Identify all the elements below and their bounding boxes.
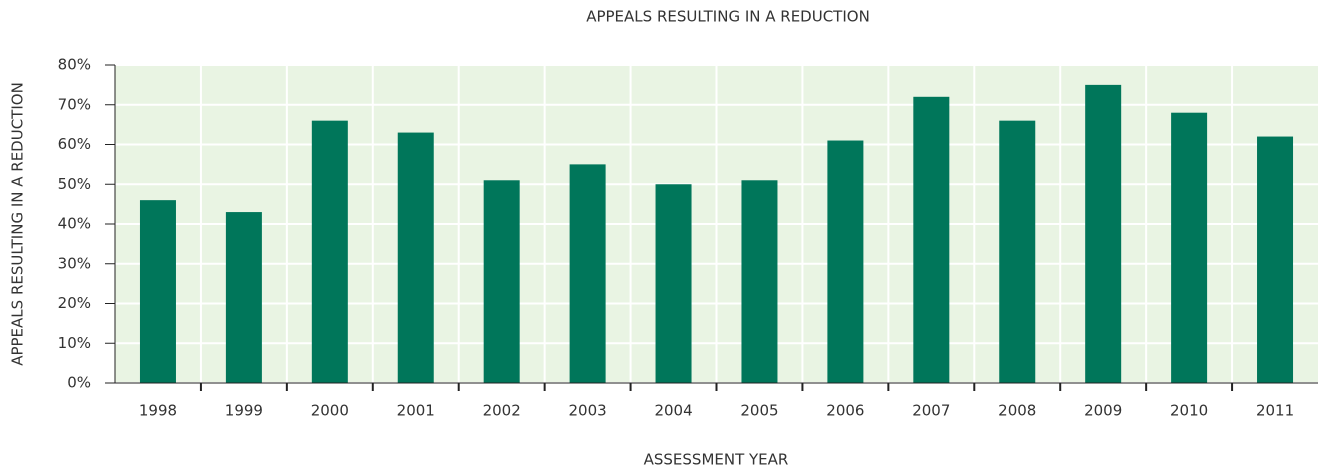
bar [913,96,950,384]
x-tick-label: 2008 [998,402,1036,420]
bar [741,180,778,383]
y-tick-label: 20% [58,294,91,312]
chart-title: APPEALS RESULTING IN A REDUCTION [586,8,870,26]
x-tick-label: 1999 [225,402,263,420]
y-tick-label: 60% [58,135,91,153]
y-tick-label: 10% [58,334,91,352]
x-tick-label: 2009 [1084,402,1122,420]
x-tick-label: 2004 [654,402,692,420]
bar [483,180,520,383]
x-tick-label: 2003 [569,402,607,420]
y-tick-label: 80% [58,56,91,74]
bar [1085,84,1122,383]
x-tick-label: 2002 [483,402,521,420]
x-tick-label: 2000 [311,402,349,420]
bar [225,212,262,383]
bar [397,132,434,383]
bar [569,164,606,383]
x-axis-label: ASSESSMENT YEAR [644,451,789,469]
y-tick-label: 30% [58,254,91,272]
y-axis-label: APPEALS RESULTING IN A REDUCTION [9,82,27,366]
bar [827,140,864,383]
x-tick-label: 2005 [740,402,778,420]
y-tick-label: 70% [58,95,91,113]
y-tick-label: 50% [58,175,91,193]
y-tick-label: 40% [58,215,91,233]
bar [1171,112,1208,383]
bar [311,120,348,384]
x-tick-label: 1998 [139,402,177,420]
bar [655,184,692,383]
bar [999,120,1036,384]
x-tick-label: 2011 [1256,402,1294,420]
y-tick-label: 0% [67,374,91,392]
x-tick-label: 2006 [826,402,864,420]
bar [139,200,176,383]
bar [1257,136,1294,383]
x-tick-label: 2001 [397,402,435,420]
x-tick-label: 2007 [912,402,950,420]
x-tick-label: 2010 [1170,402,1208,420]
